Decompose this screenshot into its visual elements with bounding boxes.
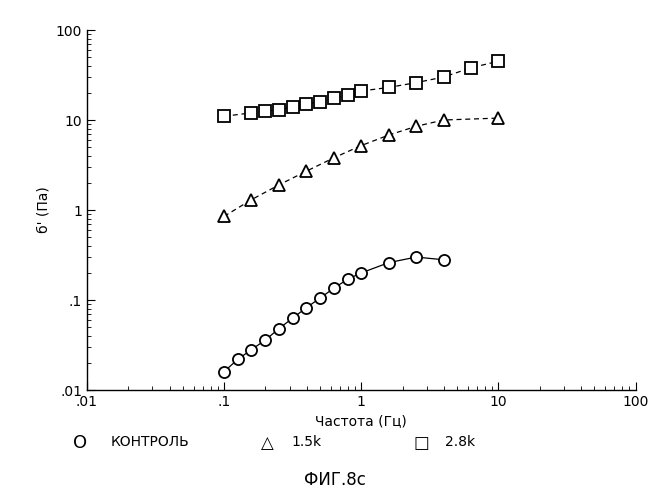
Text: 1.5k: 1.5k <box>291 436 321 450</box>
Text: 2.8k: 2.8k <box>445 436 475 450</box>
Text: △: △ <box>261 434 274 452</box>
Text: O: O <box>73 434 88 452</box>
Text: ФИГ.8с: ФИГ.8с <box>304 471 365 489</box>
Text: □: □ <box>413 434 429 452</box>
Y-axis label: б' (Па): б' (Па) <box>36 186 50 234</box>
Text: КОНТРОЛЬ: КОНТРОЛЬ <box>110 436 189 450</box>
X-axis label: Частота (Гц): Частота (Гц) <box>315 414 407 428</box>
